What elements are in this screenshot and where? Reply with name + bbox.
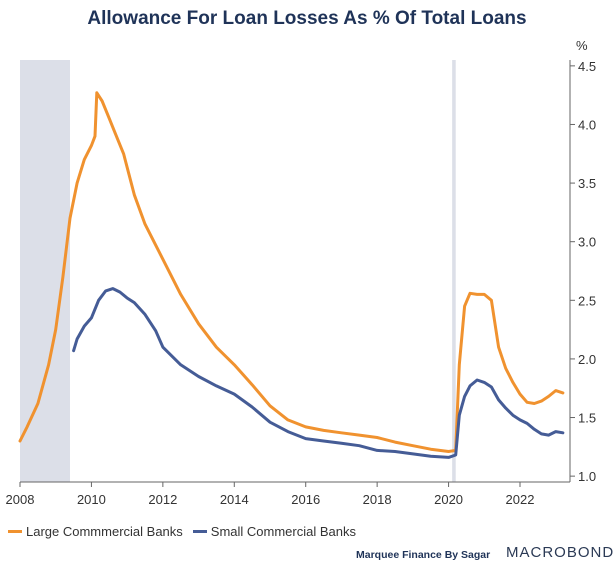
legend-item-large-banks: Large Commmercial Banks: [8, 524, 183, 539]
y-tick-label-2.0: 2.0: [578, 352, 596, 367]
x-tick-label-2010: 2010: [77, 492, 106, 507]
x-tick-label-2016: 2016: [291, 492, 320, 507]
series-line-1: [72, 287, 565, 459]
series-line-0: [18, 91, 565, 453]
footer-brand-logo: MACROBOND: [506, 544, 614, 561]
x-tick-label-2020: 2020: [434, 492, 463, 507]
legend-swatch-large-banks: [8, 530, 22, 533]
y-tick-label-3.5: 3.5: [578, 176, 596, 191]
recession-band-1: [452, 60, 456, 482]
legend-swatch-small-banks: [192, 530, 207, 533]
y-tick-label-4.0: 4.0: [578, 117, 596, 132]
recession-band-0: [20, 60, 70, 482]
x-tick-label-2014: 2014: [220, 492, 249, 507]
y-tick-label-1.5: 1.5: [578, 411, 596, 426]
y-tick-label-3.0: 3.0: [578, 235, 596, 250]
legend-label-large-banks: Large Commmercial Banks: [26, 524, 183, 539]
x-tick-label-2008: 2008: [6, 492, 35, 507]
x-tick-label-2022: 2022: [506, 492, 535, 507]
footer-credit: Marquee Finance By Sagar: [356, 549, 491, 561]
x-tick-label-2012: 2012: [148, 492, 177, 507]
y-tick-label-4.5: 4.5: [578, 59, 596, 74]
legend: Large Commmercial Banks Small Commercial…: [8, 524, 356, 539]
y-tick-label-1.0: 1.0: [578, 469, 596, 484]
x-tick-label-2018: 2018: [363, 492, 392, 507]
chart-title: Allowance For Loan Losses As % Of Total …: [87, 8, 527, 29]
legend-item-small-banks: Small Commercial Banks: [192, 524, 356, 539]
y-tick-label-2.5: 2.5: [578, 293, 596, 308]
y-axis-unit-label: %: [576, 38, 588, 53]
legend-label-small-banks: Small Commercial Banks: [210, 524, 356, 539]
